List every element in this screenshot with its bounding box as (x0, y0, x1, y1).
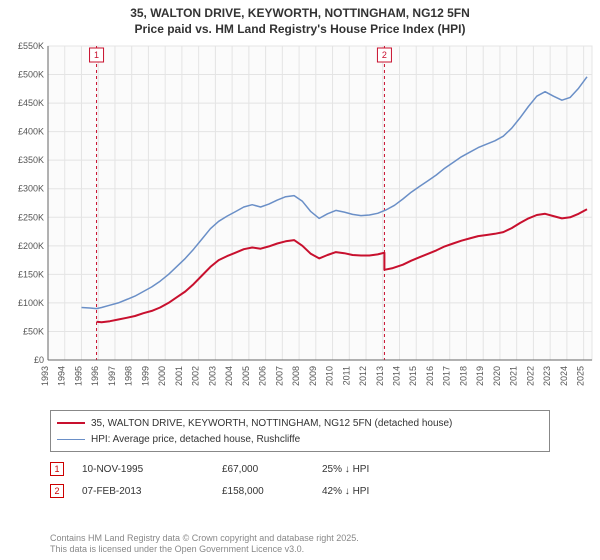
svg-text:£350K: £350K (18, 155, 44, 165)
svg-text:2017: 2017 (442, 366, 452, 386)
legend-label-price: 35, WALTON DRIVE, KEYWORTH, NOTTINGHAM, … (91, 418, 452, 429)
svg-text:1997: 1997 (107, 366, 117, 386)
svg-text:1994: 1994 (57, 366, 67, 386)
svg-text:2005: 2005 (241, 366, 251, 386)
svg-text:2019: 2019 (475, 366, 485, 386)
svg-text:2000: 2000 (157, 366, 167, 386)
event-date-2: 07-FEB-2013 (82, 486, 222, 497)
svg-text:1995: 1995 (73, 366, 83, 386)
event-row-1: 1 10-NOV-1995 £67,000 25% ↓ HPI (50, 458, 550, 480)
svg-text:£250K: £250K (18, 212, 44, 222)
event-price-1: £67,000 (222, 464, 322, 475)
legend-swatch-hpi (57, 439, 85, 440)
svg-text:2016: 2016 (425, 366, 435, 386)
svg-text:2006: 2006 (258, 366, 268, 386)
svg-text:2014: 2014 (392, 366, 402, 386)
svg-text:£550K: £550K (18, 41, 44, 51)
svg-text:2002: 2002 (191, 366, 201, 386)
svg-text:1999: 1999 (140, 366, 150, 386)
svg-text:2022: 2022 (525, 366, 535, 386)
svg-text:2012: 2012 (358, 366, 368, 386)
footer-attribution: Contains HM Land Registry data © Crown c… (50, 533, 550, 556)
svg-text:2004: 2004 (224, 366, 234, 386)
svg-text:1996: 1996 (90, 366, 100, 386)
legend-item-hpi: HPI: Average price, detached house, Rush… (57, 431, 543, 447)
svg-text:1998: 1998 (124, 366, 134, 386)
svg-text:£500K: £500K (18, 70, 44, 80)
svg-text:£400K: £400K (18, 127, 44, 137)
event-delta-1: 25% ↓ HPI (322, 464, 550, 475)
events-table: 1 10-NOV-1995 £67,000 25% ↓ HPI 2 07-FEB… (50, 458, 550, 502)
title-line-1: 35, WALTON DRIVE, KEYWORTH, NOTTINGHAM, … (0, 6, 600, 22)
svg-text:2023: 2023 (542, 366, 552, 386)
svg-text:£0: £0 (34, 355, 44, 365)
svg-text:2021: 2021 (509, 366, 519, 386)
svg-text:2025: 2025 (576, 366, 586, 386)
svg-text:1: 1 (94, 50, 99, 60)
svg-text:1993: 1993 (40, 366, 50, 386)
svg-text:2024: 2024 (559, 366, 569, 386)
chart-svg: £0 £50K £100K £150K £200K £250K £300K £350K £400… (0, 40, 600, 400)
svg-text:2003: 2003 (207, 366, 217, 386)
title-line-2: Price paid vs. HM Land Registry's House … (0, 22, 600, 38)
event-date-1: 10-NOV-1995 (82, 464, 222, 475)
event-marker-2: 2 (50, 484, 64, 498)
chart-title: 35, WALTON DRIVE, KEYWORTH, NOTTINGHAM, … (0, 0, 600, 37)
chart-container: 35, WALTON DRIVE, KEYWORTH, NOTTINGHAM, … (0, 0, 600, 560)
svg-text:£150K: £150K (18, 269, 44, 279)
event-delta-2: 42% ↓ HPI (322, 486, 550, 497)
legend-swatch-price (57, 422, 85, 424)
svg-text:2008: 2008 (291, 366, 301, 386)
svg-text:£300K: £300K (18, 184, 44, 194)
svg-text:2018: 2018 (458, 366, 468, 386)
svg-text:2: 2 (382, 50, 387, 60)
svg-text:2010: 2010 (325, 366, 335, 386)
event-marker-1: 1 (50, 462, 64, 476)
svg-text:2015: 2015 (408, 366, 418, 386)
footer-line-1: Contains HM Land Registry data © Crown c… (50, 533, 550, 545)
svg-text:£100K: £100K (18, 298, 44, 308)
svg-text:2020: 2020 (492, 366, 502, 386)
legend-box: 35, WALTON DRIVE, KEYWORTH, NOTTINGHAM, … (50, 410, 550, 452)
svg-text:£450K: £450K (18, 98, 44, 108)
legend-label-hpi: HPI: Average price, detached house, Rush… (91, 434, 300, 445)
chart-plot: £0 £50K £100K £150K £200K £250K £300K £350K £400… (0, 40, 600, 400)
event-price-2: £158,000 (222, 486, 322, 497)
footer-line-2: This data is licensed under the Open Gov… (50, 544, 550, 556)
svg-text:2001: 2001 (174, 366, 184, 386)
svg-text:2011: 2011 (341, 366, 351, 385)
svg-text:£200K: £200K (18, 241, 44, 251)
svg-text:2007: 2007 (274, 366, 284, 386)
svg-text:2009: 2009 (308, 366, 318, 386)
legend-item-price: 35, WALTON DRIVE, KEYWORTH, NOTTINGHAM, … (57, 415, 543, 431)
event-row-2: 2 07-FEB-2013 £158,000 42% ↓ HPI (50, 480, 550, 502)
svg-text:2013: 2013 (375, 366, 385, 386)
svg-text:£50K: £50K (23, 326, 44, 336)
